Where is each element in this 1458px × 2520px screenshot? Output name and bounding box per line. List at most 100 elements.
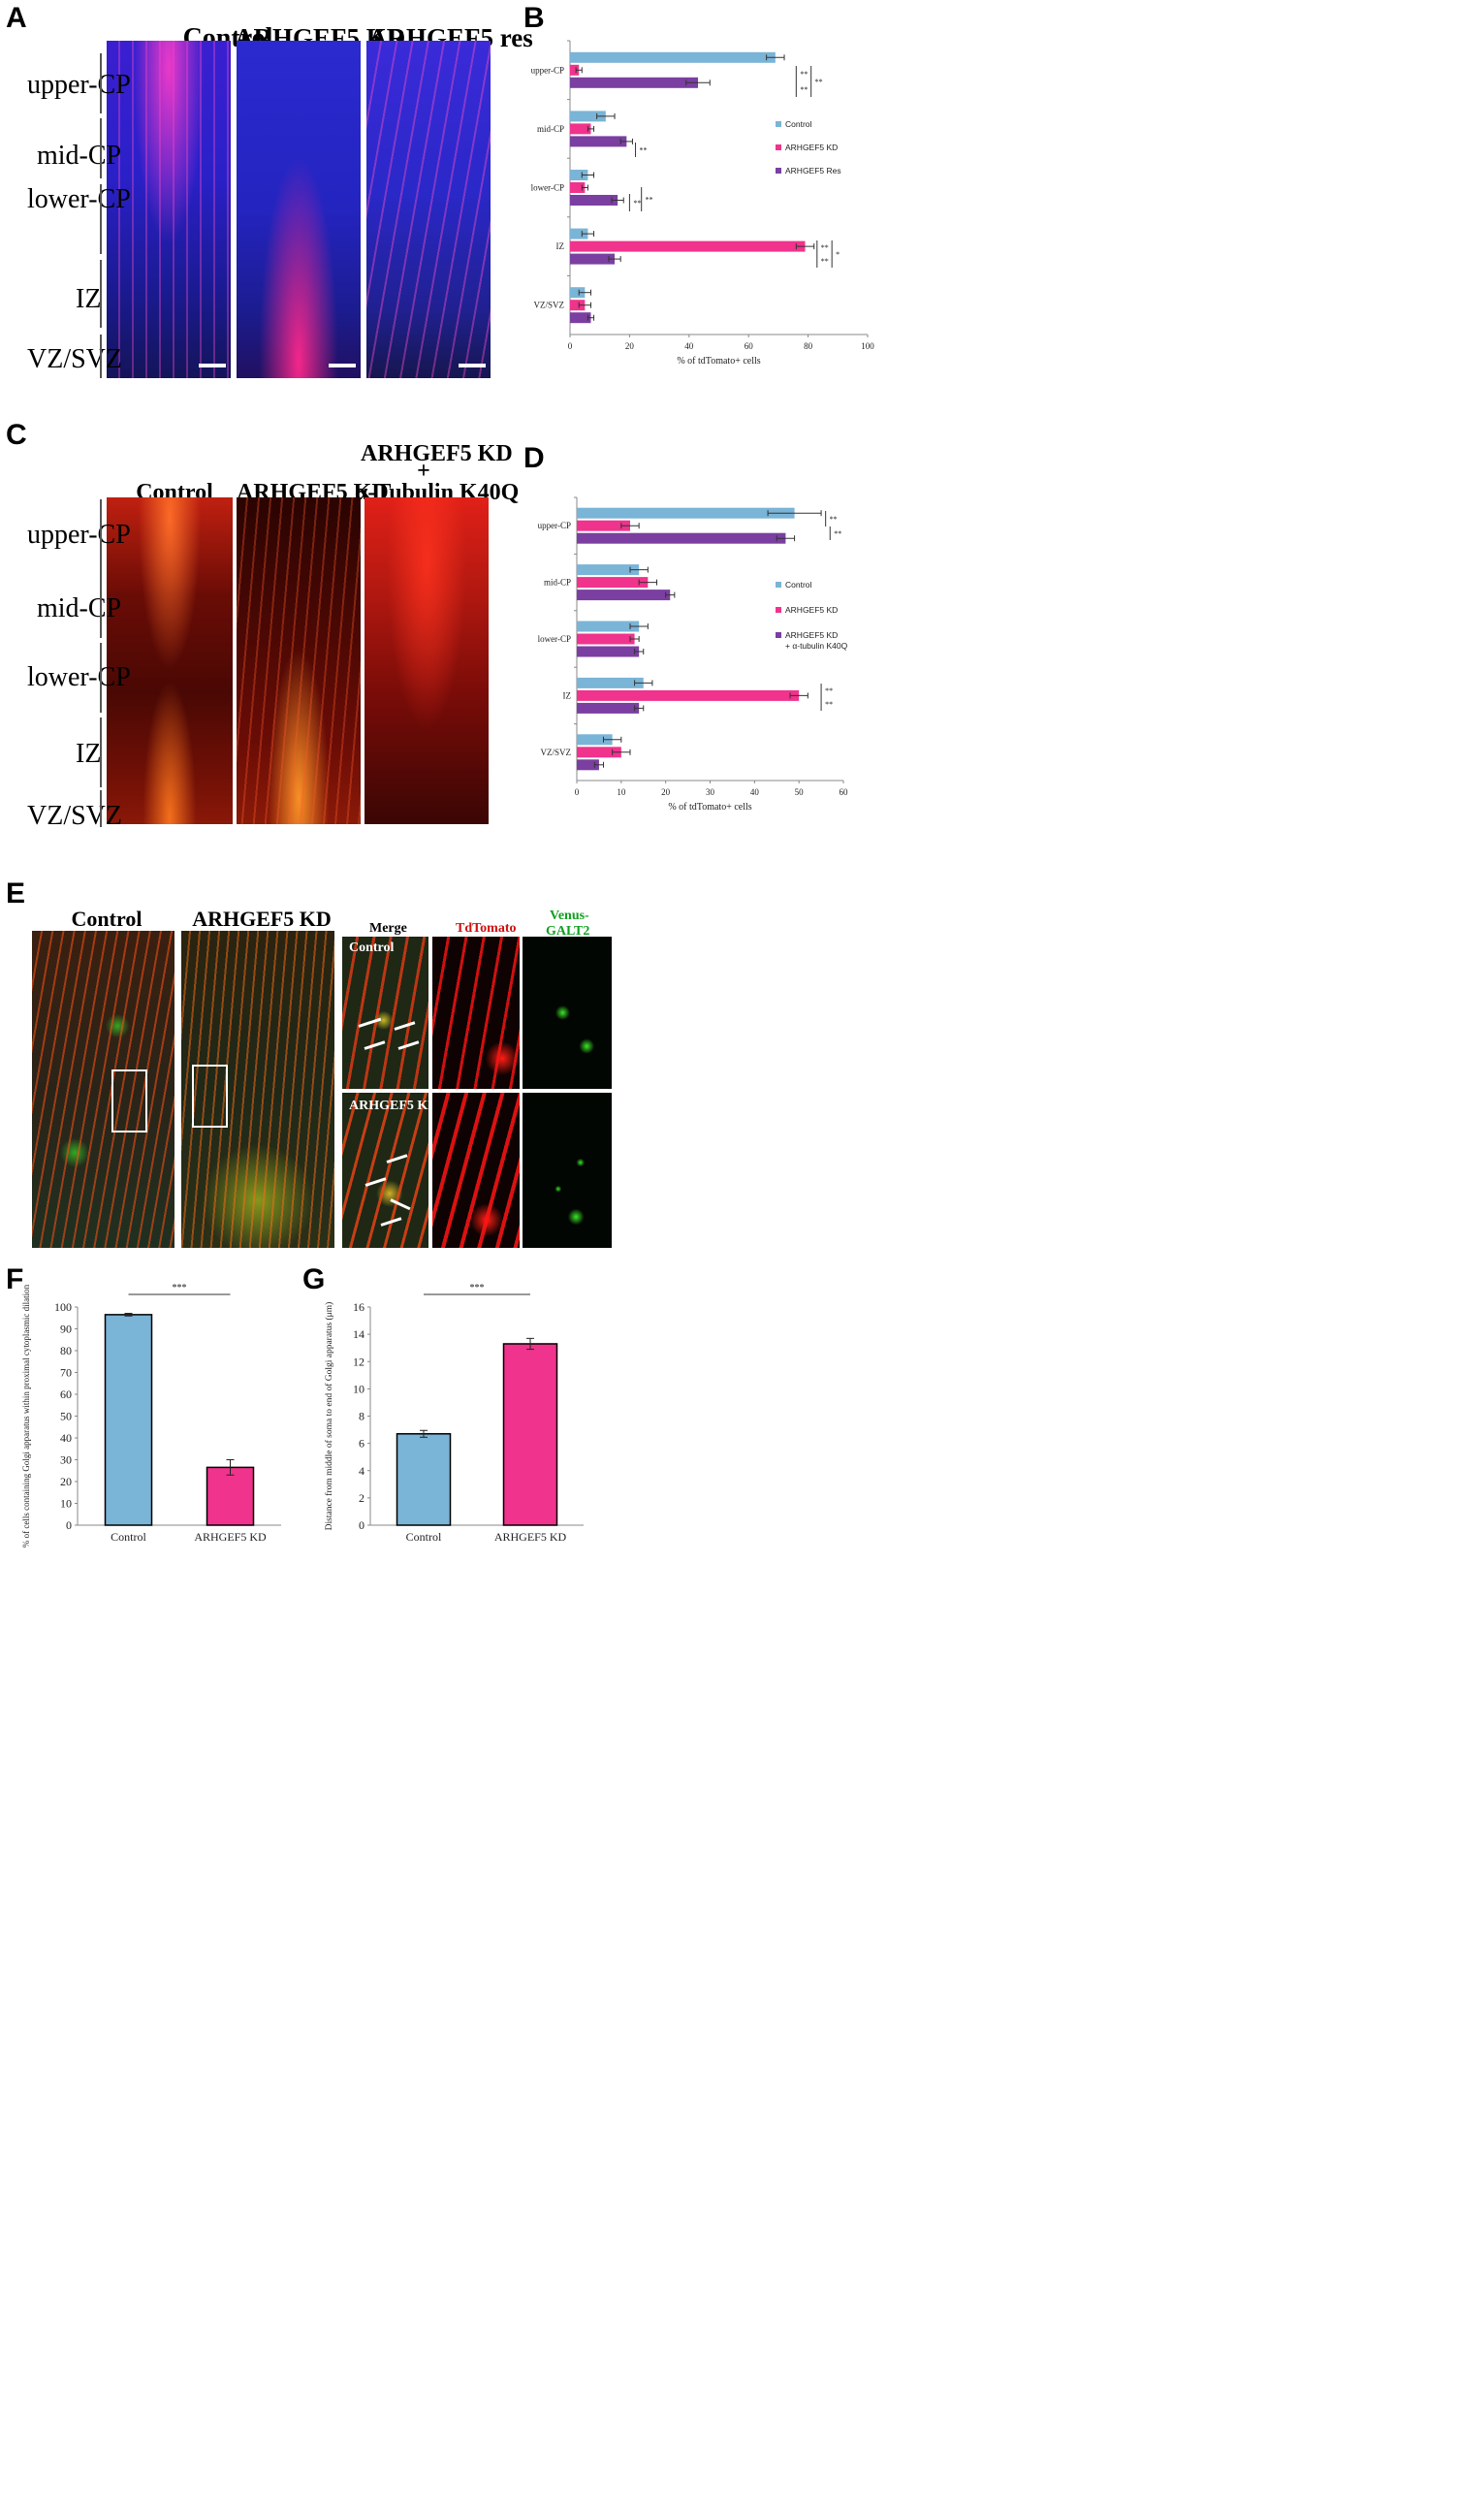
y-tick-label: 40: [60, 1431, 72, 1445]
category-label: VZ/SVZ: [534, 301, 565, 310]
bar: [570, 228, 588, 239]
panel-c-image-kd: [237, 497, 361, 824]
y-axis-label-group: % of cells containing Golgi apparatus wi…: [21, 1284, 31, 1547]
bar: [570, 253, 616, 265]
row-bracket: [100, 184, 102, 254]
significance-label: *: [836, 250, 840, 259]
x-tick-label: 30: [706, 787, 715, 797]
y-tick-label: 12: [353, 1355, 364, 1368]
y-tick-label: 0: [66, 1518, 72, 1532]
scale-bar: [459, 364, 486, 367]
inset-venus-control: [523, 937, 612, 1089]
panel-a-row-vz-svz: VZ/SVZ: [27, 344, 122, 374]
y-tick-label: 8: [359, 1410, 364, 1423]
x-tick-label: 40: [750, 787, 760, 797]
x-tick-label: 80: [804, 341, 813, 351]
category-label: lower-CP: [538, 634, 571, 644]
y-tick-label: 20: [60, 1475, 72, 1488]
bar: [577, 633, 635, 645]
panel-c-col-kd2: ARHGEF5 KD: [361, 441, 513, 466]
y-tick-label: 60: [60, 1388, 72, 1401]
row-bracket: [100, 499, 102, 587]
y-axis-label: Distance from middle of soma to end of G…: [324, 1302, 334, 1531]
significance-label: **: [800, 85, 808, 94]
category-label: mid-CP: [537, 124, 564, 134]
bar: [577, 677, 644, 688]
x-tick-label: 50: [795, 787, 805, 797]
category-label: ARHGEF5 KD: [194, 1530, 267, 1544]
panel-f-letter: F: [6, 1263, 24, 1295]
category-label: ARHGEF5 KD: [494, 1530, 567, 1544]
bar: [570, 195, 618, 206]
row-bracket: [100, 335, 102, 378]
panel-c-row-lower-cp: lower-CP: [27, 662, 131, 692]
panel-e-sub-tdtomato: TdTomato: [456, 921, 517, 936]
panel-d-letter: D: [523, 442, 545, 474]
significance-label: **: [646, 196, 653, 205]
row-bracket: [100, 570, 102, 638]
y-tick-label: 90: [60, 1323, 72, 1336]
x-axis-label: % of tdTomato+ cells: [677, 356, 760, 367]
panel-a-image-res: [366, 41, 491, 378]
panel-e-letter: E: [6, 877, 26, 909]
x-tick-label: 100: [861, 341, 874, 351]
panel-c-row-mid-cp: mid-CP: [37, 593, 122, 623]
row-bracket: [100, 118, 102, 178]
legend-label: ARHGEF5 Res: [785, 166, 841, 175]
y-tick-label: 0: [359, 1518, 364, 1532]
category-label: mid-CP: [544, 578, 571, 588]
significance-label: **: [825, 700, 833, 709]
inset-box-kd: [192, 1065, 228, 1128]
significance-label: ***: [470, 1283, 485, 1293]
bar: [577, 759, 599, 771]
significance-label: **: [821, 257, 829, 266]
significance-label: **: [633, 199, 641, 207]
x-axis-label: % of tdTomato+ cells: [668, 802, 751, 813]
panel-e-image-control: [32, 931, 174, 1248]
y-tick-label: 16: [353, 1300, 364, 1314]
legend-swatch: [776, 168, 781, 174]
legend-swatch: [776, 607, 781, 613]
bar: [396, 1433, 452, 1526]
inset-label-control: Control: [349, 941, 395, 955]
x-tick-label: 0: [575, 787, 580, 797]
row-bracket: [100, 260, 102, 328]
x-tick-label: 0: [568, 341, 573, 351]
y-tick-label: 30: [60, 1453, 72, 1467]
significance-label: ***: [173, 1283, 187, 1293]
significance-label: **: [830, 515, 838, 524]
bar: [570, 170, 588, 180]
significance-label: **: [821, 243, 829, 252]
panel-c-row-upper-cp: upper-CP: [27, 520, 131, 550]
x-tick-label: 60: [840, 787, 849, 797]
significance-label: **: [825, 686, 833, 695]
inset-tdtomato-kd: [432, 1093, 520, 1248]
y-tick-label: 80: [60, 1344, 72, 1357]
x-tick-label: 10: [617, 787, 626, 797]
y-tick-label: 14: [353, 1327, 364, 1341]
x-tick-label: 20: [661, 787, 671, 797]
row-bracket: [100, 790, 102, 827]
row-bracket: [100, 643, 102, 713]
row-bracket: [100, 53, 102, 113]
y-tick-label: 10: [60, 1497, 72, 1511]
bar: [577, 747, 621, 758]
bar: [104, 1314, 153, 1526]
significance-label: **: [640, 146, 648, 155]
panel-e-sub-merge: Merge: [369, 921, 407, 936]
panel-a-image-control: [107, 41, 231, 378]
bar: [577, 564, 640, 576]
bar: [570, 123, 591, 135]
panel-g-letter: G: [302, 1263, 326, 1295]
chart-svg: 0 20 40 60 80 100 % of tdTomato+ cells upper-CP…: [531, 40, 874, 367]
legend-swatch: [776, 121, 781, 127]
bar: [577, 702, 640, 714]
panel-e-sub-galt2: GALT2: [546, 924, 590, 939]
legend-swatch: [776, 144, 781, 150]
panel-e-col-kd: ARHGEF5 KD: [192, 907, 332, 931]
panel-a-image-kd: [237, 41, 361, 378]
bar: [577, 520, 630, 531]
category-label: IZ: [563, 690, 572, 700]
bar: [577, 734, 613, 746]
legend-label: ARHGEF5 KD: [785, 143, 838, 152]
